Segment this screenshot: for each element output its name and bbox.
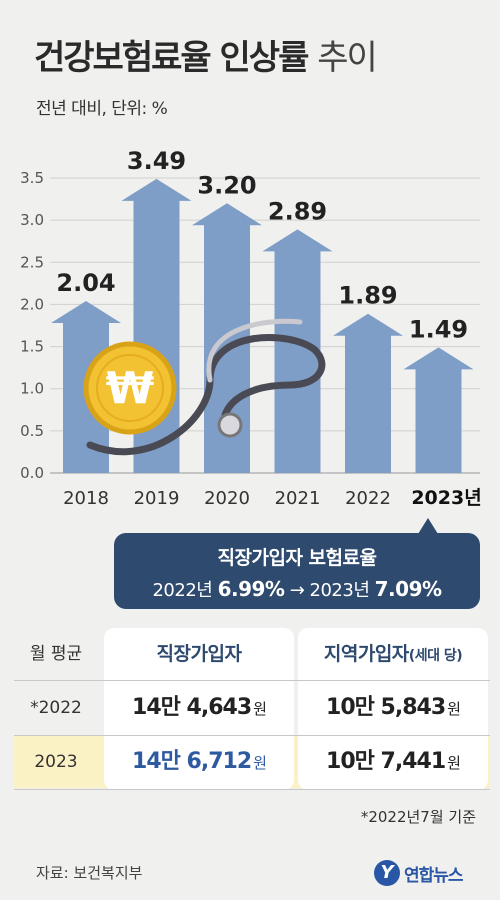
yonhap-logo: Y 연합뉴스 [374,858,464,888]
y-tick-label: 0.0 [20,464,44,482]
footnote: *2022년7월 기준 [360,808,476,826]
column-header-regional-note: (세대 당) [408,648,463,664]
cell-unit: 원 [447,700,461,718]
bar-arrow [262,229,333,473]
column-header-regional-main: 지역가입자 [323,643,409,665]
y-axis: 0.0 0.5 1.0 1.5 2.0 2.5 3.0 3.5 [20,169,44,482]
x-tick-label: 2023년 [411,487,481,509]
row-divider [14,735,490,736]
y-tick-label: 3.0 [20,211,44,229]
value-label: 1.89 [338,282,397,310]
value-labels: 2.04 3.49 3.20 2.89 1.89 1.49 [56,147,468,344]
x-tick-label: 2019 [134,488,180,509]
y-tick-label: 2.0 [20,295,44,313]
callout-to-year: 2023년 [309,580,370,601]
row-header-label: 월 평균 [29,644,83,664]
cell-value: 14만 6,712 [132,749,252,774]
callout-box: 직장가입자 보험료율 2022년 6.99% → 2023년 7.09% [114,533,480,609]
title-main: 건강보험료율 인상률 [34,38,309,78]
cell-regional-2023: 10만 7,441 원 [298,736,488,788]
cell-value: 14만 4,643 [132,695,252,720]
page-title: 건강보험료율 인상률 추이 [34,30,378,79]
cell-regional-2022: 10만 5,843 원 [298,682,488,734]
y-tick-label: 1.0 [20,380,44,398]
y-tick-label: 1.5 [20,338,44,356]
callout-from-value: 6.99% [217,577,285,601]
value-label: 3.49 [127,147,186,175]
bar-arrow [333,313,403,473]
bar-arrow [403,347,474,473]
stethoscope-tube-icon [86,334,326,456]
cell-unit: 원 [253,754,267,772]
arrow-right-icon: → [289,580,305,601]
callout-from-year: 2022년 [152,580,213,601]
callout-pointer [418,518,438,534]
x-tick-label: 2020 [204,488,250,509]
bar-chart: 0.00.51.01.52.02.53.03.5 ₩ 2.043.493.202… [20,147,482,509]
value-label: 2.04 [56,269,115,297]
cell-unit: 원 [253,700,267,718]
page-subtitle: 전년 대비, 단위: % [36,99,168,119]
row-label-2022: *2022 [30,698,82,718]
column-header-employee: 직장가입자 [156,643,242,665]
y-tick-label: 0.5 [20,422,44,440]
cell-employee-2023: 14만 6,712 원 [104,736,294,788]
title-light: 추이 [317,38,378,78]
callout-to-value: 7.09% [374,577,442,601]
column-card-regional: 지역가입자(세대 당) [298,628,488,790]
column-header-regional: 지역가입자(세대 당) [298,628,488,680]
coin-inner-icon [96,354,164,422]
x-axis: 2018 2019 2020 2021 2022 2023년 [63,487,482,509]
stethoscope-earpiece-icon [206,318,303,383]
y-tick-label: 3.5 [20,169,44,187]
callout-rate-change: 2022년 6.99% → 2023년 7.09% [114,576,480,602]
won-symbol-icon: ₩ [106,363,155,414]
logo-mark-icon: Y [374,860,400,886]
illustration: ₩ [83,318,326,456]
logo-text: 연합뉴스 [404,865,464,886]
x-tick-label: 2021 [275,488,321,509]
coin-icon [83,341,177,435]
stethoscope-chestpiece-icon [217,412,243,438]
column-card-employee: 직장가입자 [104,628,294,790]
cell-value: 10만 7,441 [326,749,446,774]
value-label: 2.89 [268,197,327,225]
cell-employee-2022: 14만 4,643 원 [104,682,294,734]
x-tick-label: 2018 [63,488,109,509]
value-label: 1.49 [409,315,468,343]
row-divider [14,789,490,790]
cell-unit: 원 [447,754,461,772]
row-divider [14,680,490,681]
cell-value: 10만 5,843 [326,695,446,720]
source-credit: 자료: 보건복지부 [36,864,143,882]
x-tick-label: 2022 [345,488,391,509]
value-label: 3.20 [197,171,256,199]
callout-title: 직장가입자 보험료율 [217,547,377,569]
row-label-2023: 2023 [34,752,78,772]
y-tick-label: 2.5 [20,253,44,271]
